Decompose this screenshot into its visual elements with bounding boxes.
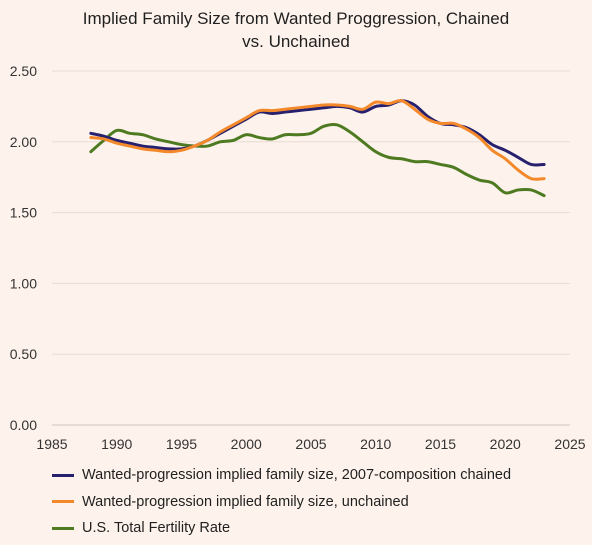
legend-item-chained: Wanted-progression implied family size, … — [52, 462, 511, 489]
x-tick-label: 2015 — [425, 436, 456, 452]
chart-title-line-2: vs. Unchained — [242, 32, 350, 51]
gridlines — [52, 70, 570, 426]
x-tick-label: 1990 — [101, 436, 132, 452]
x-tick-label: 2005 — [295, 436, 326, 452]
legend-swatch-unchained — [52, 500, 74, 504]
legend-label-unchained: Wanted-progression implied family size, … — [82, 493, 409, 510]
x-tick-label: 2020 — [490, 436, 521, 452]
x-tick-label: 2000 — [231, 436, 262, 452]
legend-label-chained: Wanted-progression implied family size, … — [82, 467, 512, 484]
y-tick-label: 0.50 — [10, 346, 37, 362]
y-tick-label: 1.00 — [10, 275, 37, 291]
y-tick-label: 1.50 — [10, 205, 37, 221]
chart-title-line-1: Implied Family Size from Wanted Proggres… — [82, 9, 510, 28]
legend-label-tfr: U.S. Total Fertility Rate — [82, 520, 231, 537]
x-tick-label: 2025 — [554, 436, 585, 452]
y-tick-label: 0.00 — [10, 417, 37, 433]
x-tick-label: 2010 — [360, 436, 391, 452]
x-tick-label: 1995 — [166, 436, 197, 452]
series-lines — [89, 99, 546, 198]
y-tick-label: 2.00 — [10, 134, 37, 150]
legend-item-tfr: U.S. Total Fertility Rate — [52, 515, 511, 542]
legend: Wanted-progression implied family size, … — [52, 462, 511, 542]
series-line-unchained — [89, 99, 546, 181]
legend-swatch-tfr — [52, 526, 74, 530]
legend-item-unchained: Wanted-progression implied family size, … — [52, 489, 511, 516]
axis-labels: 0.00 0.50 1.00 1.50 2.00 2.50 1985 1990 1995 2000… — [10, 63, 586, 452]
y-tick-label: 2.50 — [10, 63, 37, 79]
series-line-chained — [89, 99, 546, 167]
x-tick-label: 1985 — [36, 436, 67, 452]
legend-swatch-chained — [52, 473, 74, 477]
series-line-tfr — [89, 122, 546, 198]
